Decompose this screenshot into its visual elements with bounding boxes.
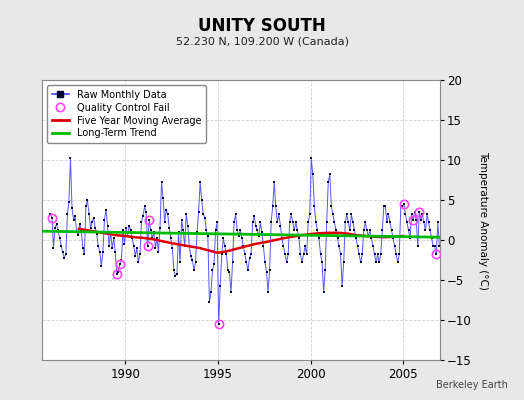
Text: 52.230 N, 109.200 W (Canada): 52.230 N, 109.200 W (Canada)	[176, 37, 348, 47]
Text: Berkeley Earth: Berkeley Earth	[436, 380, 508, 390]
Legend: Raw Monthly Data, Quality Control Fail, Five Year Moving Average, Long-Term Tren: Raw Monthly Data, Quality Control Fail, …	[47, 85, 206, 143]
Y-axis label: Temperature Anomaly (°C): Temperature Anomaly (°C)	[478, 150, 488, 290]
Text: UNITY SOUTH: UNITY SOUTH	[198, 17, 326, 35]
